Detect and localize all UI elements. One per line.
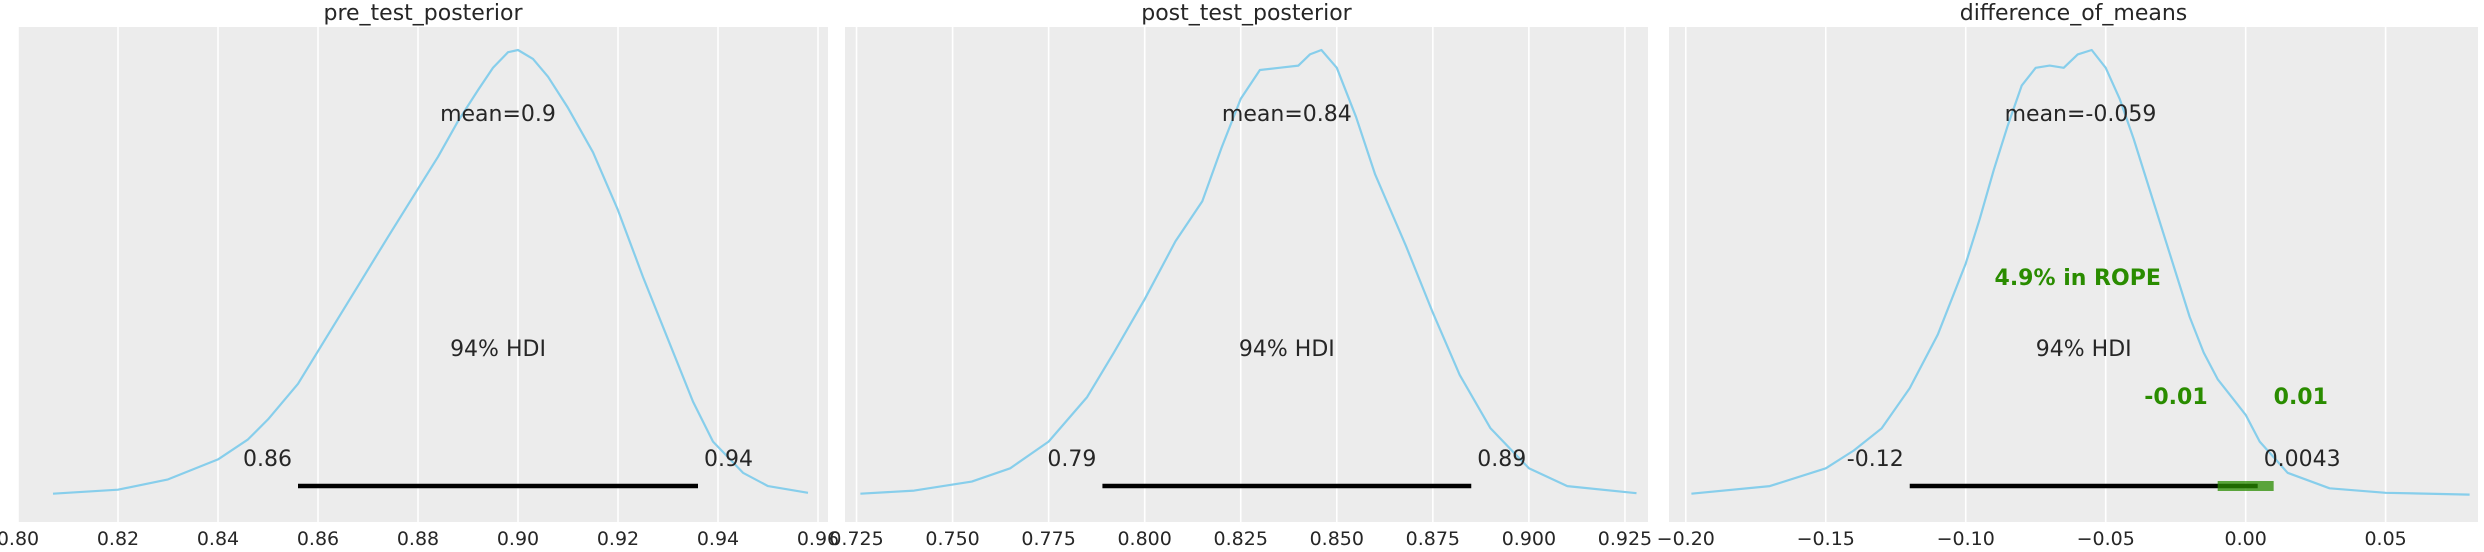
mean-label: mean=0.84 [1222, 102, 1352, 127]
panel-difference-of-means: −0.20 −0.15 −0.10 −0.05 0.00 0.05 difference_o… [1657, 1, 2478, 550]
x-tick-label: 0.96 [797, 528, 839, 550]
x-tick-label: 0.825 [1214, 528, 1268, 550]
x-tick-label: 0.800 [1117, 528, 1171, 550]
hdi-high-label: 0.94 [704, 447, 753, 472]
x-tick-label: 0.875 [1406, 528, 1460, 550]
x-tick-label: 0.750 [925, 528, 979, 550]
plot-area [1669, 27, 2478, 522]
x-tick-label: 0.850 [1310, 528, 1364, 550]
plot-area [18, 27, 828, 522]
panel-title: post_test_posterior [1141, 1, 1352, 26]
rope-percent-label: 4.9% in ROPE [1995, 266, 2161, 291]
x-tick-label: 0.84 [197, 528, 239, 550]
x-tick-label: 0.900 [1502, 528, 1556, 550]
x-tick-label: −0.10 [1937, 528, 1995, 550]
panel-post-test-posterior: 0.725 0.750 0.775 0.800 0.825 0.850 0.875 0.900… [829, 1, 1652, 550]
hdi-low-label: 0.86 [243, 447, 292, 472]
rope-low-label: -0.01 [2144, 385, 2207, 410]
hdi-label: 94% HDI [1239, 337, 1335, 362]
mean-label: mean=0.9 [440, 102, 556, 127]
x-tick-label: −0.05 [2077, 528, 2135, 550]
x-tick-label: −0.15 [1797, 528, 1855, 550]
x-tick-label: 0.80 [0, 528, 39, 550]
panel-title: difference_of_means [1960, 1, 2188, 26]
hdi-low-label: 0.79 [1047, 447, 1096, 472]
x-tick-label: 0.90 [497, 528, 539, 550]
rope-high-label: 0.01 [2274, 385, 2328, 410]
hdi-high-label: 0.89 [1477, 447, 1526, 472]
density-curve [860, 48, 1637, 495]
plot-area [845, 27, 1648, 522]
hdi-label: 94% HDI [450, 337, 546, 362]
density-curve [52, 48, 809, 495]
x-tick-label: 0.05 [2364, 528, 2406, 550]
x-tick-label: 0.94 [697, 528, 739, 550]
hdi-low-label: -0.12 [1847, 447, 1904, 472]
x-tick-label: 0.925 [1598, 528, 1652, 550]
panel-title: pre_test_posterior [323, 1, 523, 26]
density-curve [1691, 48, 2470, 496]
hdi-label: 94% HDI [2036, 337, 2132, 362]
panel-pre-test-posterior: 0.80 0.82 0.84 0.86 0.88 0.90 0.92 0.94 0.96 pre_… [0, 1, 839, 550]
x-tick-label: 0.92 [597, 528, 639, 550]
x-tick-label: 0.86 [297, 528, 339, 550]
x-tick-label: 0.00 [2225, 528, 2267, 550]
x-tick-label: 0.725 [829, 528, 883, 550]
mean-label: mean=-0.059 [2005, 102, 2157, 127]
x-tick-label: 0.82 [97, 528, 139, 550]
x-tick-label: 0.775 [1021, 528, 1075, 550]
x-tick-label: −0.20 [1657, 528, 1715, 550]
hdi-high-label: 0.0043 [2264, 447, 2341, 472]
x-tick-label: 0.88 [397, 528, 439, 550]
